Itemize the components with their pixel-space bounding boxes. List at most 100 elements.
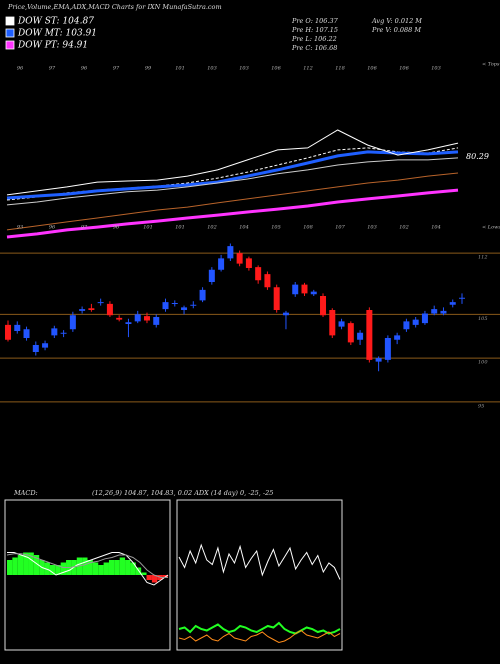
candle-body: [171, 303, 178, 304]
legend-label: DOW ST: 104.87: [17, 17, 94, 27]
low-label: 103: [367, 225, 377, 231]
candle-body: [51, 328, 58, 336]
candle-body: [329, 310, 336, 336]
candle-body: [412, 319, 419, 325]
low-label: 102: [207, 225, 217, 231]
adx-frame: [176, 499, 343, 651]
legend-label: DOW MT: 103.91: [17, 29, 97, 39]
top-label: 103: [431, 66, 441, 72]
histogram-bar: [103, 562, 109, 575]
histogram-bar: [17, 555, 24, 575]
top-label: 96: [17, 66, 24, 72]
y-tick-label: 95: [478, 403, 484, 409]
candle-body: [88, 308, 95, 310]
line: [6, 129, 459, 196]
y-tick-label: 112: [478, 255, 488, 261]
legend-label: DOW PT: 94.91: [17, 41, 88, 51]
line: [6, 150, 459, 200]
line: [178, 543, 341, 580]
histogram-bar: [12, 557, 18, 575]
low-label: 104: [239, 225, 249, 231]
histogram-bar: [114, 560, 120, 575]
candle-body: [69, 315, 76, 330]
histogram-bar: [141, 572, 147, 575]
line: [6, 188, 459, 239]
histogram-bar: [33, 555, 40, 575]
candle-body: [301, 284, 308, 294]
low-label: 108: [303, 225, 313, 231]
candle-body: [227, 246, 234, 259]
candle-body: [79, 309, 86, 311]
candle-body: [255, 267, 262, 281]
histogram-bar: [60, 562, 67, 575]
legend-swatch: [5, 40, 15, 50]
line: [178, 621, 341, 635]
info-text: Pre H: 107.15: [291, 26, 338, 34]
legend-swatch: [5, 16, 15, 26]
top-label: 118: [335, 66, 345, 72]
candle-body: [134, 314, 141, 322]
macd-frame: [4, 499, 171, 651]
histogram-bar: [23, 552, 29, 575]
histogram-bar: [98, 565, 104, 575]
info-text: Pre L: 106.22: [291, 35, 337, 43]
histogram-bar: [135, 567, 142, 575]
candle-body: [106, 303, 113, 316]
candle-body: [347, 323, 354, 343]
candle-body: [97, 302, 104, 304]
line: [178, 629, 341, 644]
y-tick-label: 100: [478, 360, 488, 366]
candle-body: [218, 258, 225, 270]
low-label: 96: [49, 225, 56, 231]
candle-body: [60, 332, 67, 334]
candle-body: [190, 304, 197, 306]
histogram-bar: [108, 560, 115, 575]
histogram-bar: [55, 565, 61, 575]
low-label: 107: [335, 225, 345, 231]
top-label: 106: [367, 66, 377, 72]
histogram-bar: [92, 562, 99, 575]
line: [6, 553, 168, 578]
histogram-bar: [82, 557, 88, 575]
top-label: 97: [49, 66, 56, 72]
histogram-bar: [146, 575, 152, 580]
histogram-bar: [87, 560, 93, 575]
candle-body: [143, 316, 150, 321]
low-label: 101: [143, 225, 153, 231]
histogram-bar: [44, 562, 50, 575]
histogram-bar: [130, 562, 136, 575]
candle-body: [282, 312, 289, 316]
tops-label: < Tops: [482, 62, 500, 68]
macd-title: MACD:: [13, 489, 38, 497]
top-label: 106: [399, 66, 409, 72]
histogram-bar: [125, 560, 131, 575]
top-label: 103: [207, 66, 217, 72]
candle-body: [14, 324, 21, 331]
histogram-bar: [151, 575, 158, 583]
candle-body: [292, 284, 299, 295]
top-label: 96: [81, 66, 88, 72]
macd-subtitle: (12,26,9) 104.87, 104.83, 0.02 ADX (14 d…: [92, 489, 273, 497]
candle-body: [338, 321, 345, 327]
histogram-bar: [162, 575, 168, 578]
low-label: 105: [271, 225, 281, 231]
histogram-bar: [28, 552, 34, 575]
low-label: 93: [17, 225, 23, 231]
low-label: 102: [399, 225, 409, 231]
candle-body: [32, 345, 39, 352]
histogram-bar: [7, 560, 13, 575]
candle-body: [116, 317, 123, 320]
candle-body: [421, 313, 428, 324]
top-label: 103: [239, 66, 249, 72]
legend-swatch: [5, 28, 15, 38]
candle-body: [153, 317, 160, 325]
candle-body: [449, 302, 456, 305]
low-label: 97: [81, 225, 88, 231]
candle-body: [273, 287, 280, 310]
top-label: 99: [145, 66, 152, 72]
line: [6, 157, 459, 206]
candle-body: [264, 274, 271, 288]
histogram-bar: [49, 565, 56, 575]
lows-label: < Lows: [482, 225, 500, 231]
